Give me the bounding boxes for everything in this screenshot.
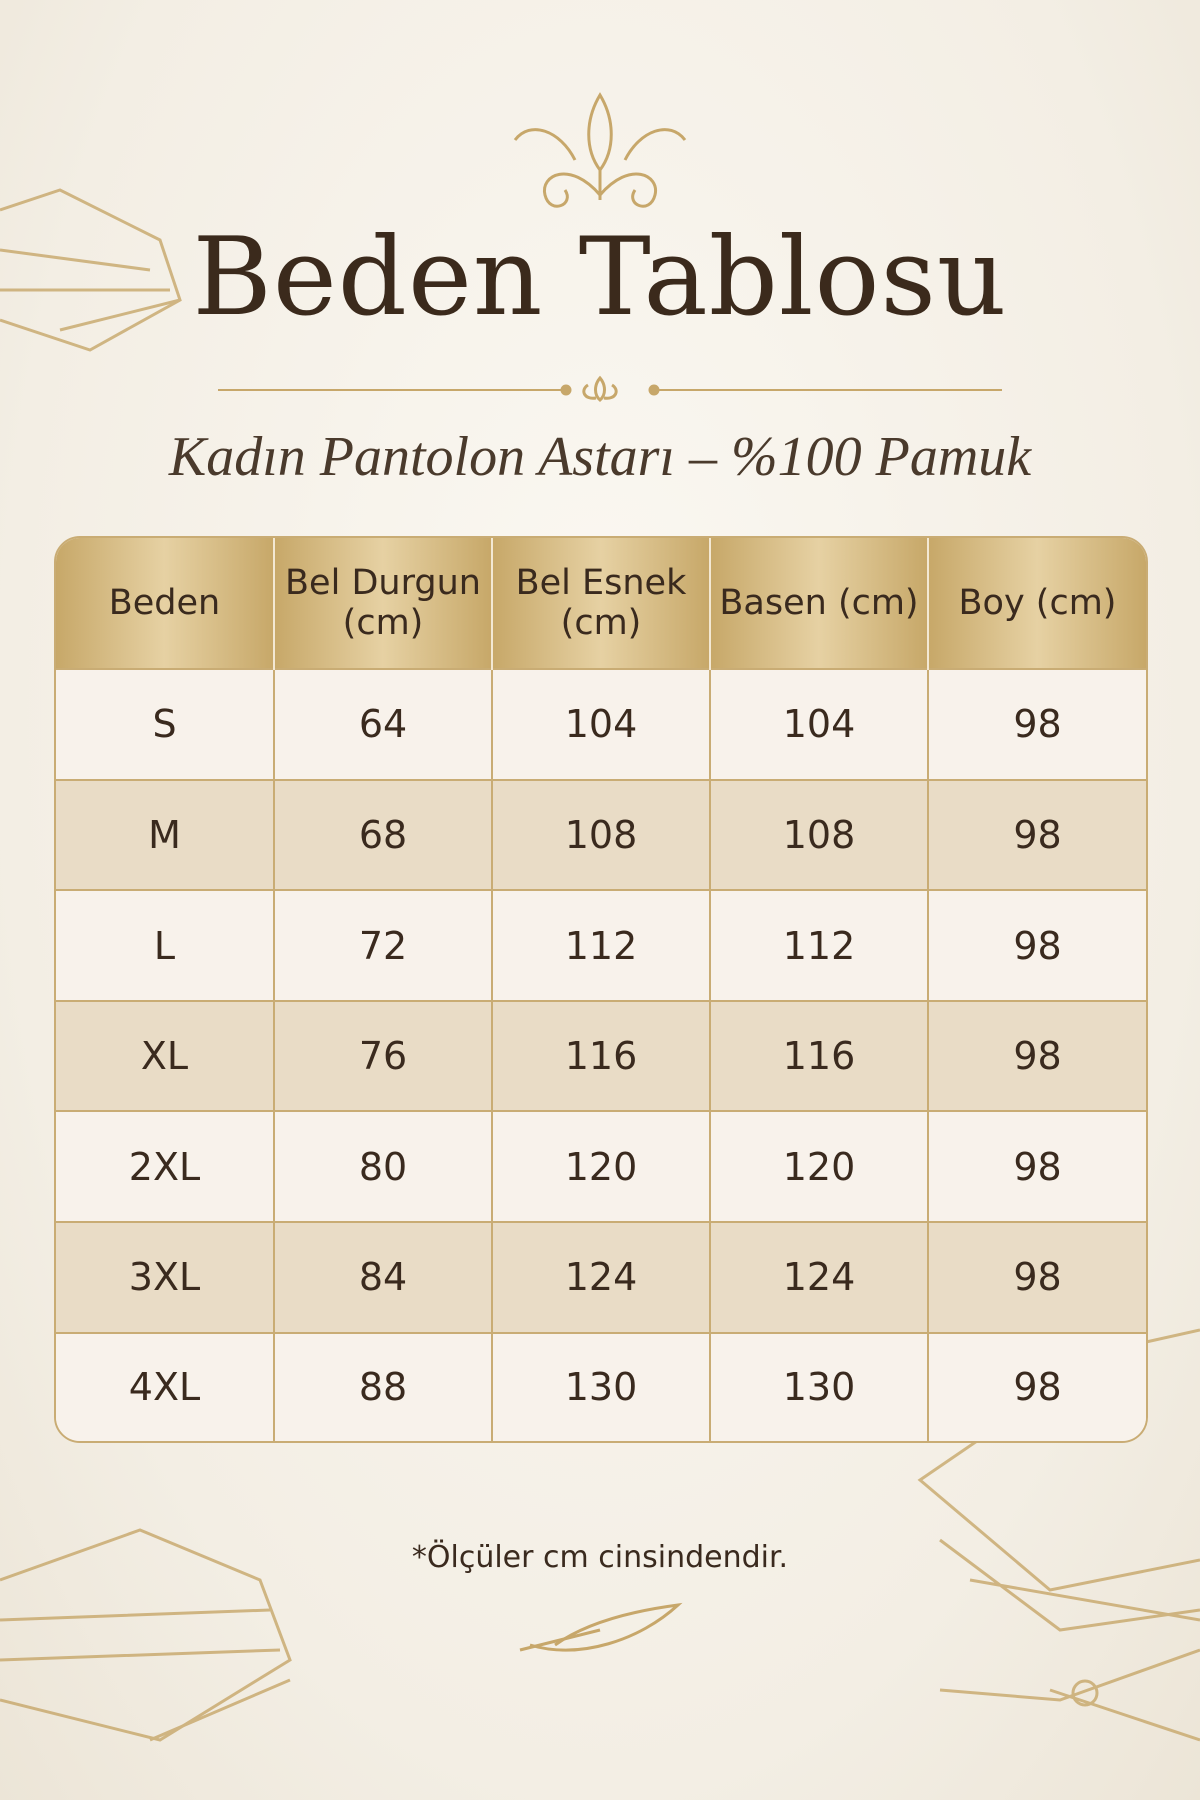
measure-cell: 130 (710, 1331, 929, 1441)
footnote: *Ölçüler cm cinsindendir. (411, 1540, 789, 1575)
measure-cell: 108 (492, 778, 711, 891)
size-cell: 3XL (56, 1221, 275, 1333)
table-row: 2XL 80 120 120 98 (56, 1110, 1146, 1223)
measure-cell: 98 (928, 778, 1146, 891)
column-header: Basen (cm) (710, 538, 929, 669)
size-cell: L (56, 889, 275, 1001)
size-cell: XL (56, 999, 275, 1112)
table-row: L 72 112 112 98 (56, 889, 1146, 1001)
measure-cell: 72 (274, 889, 493, 1001)
column-header: Beden (56, 538, 275, 669)
measure-cell: 116 (492, 999, 711, 1112)
column-header: Bel Esnek (cm) (492, 538, 711, 669)
table-row: XL 76 116 116 98 (56, 999, 1146, 1112)
measure-cell: 130 (492, 1331, 711, 1441)
size-cell: 4XL (56, 1331, 275, 1441)
measure-cell: 120 (492, 1110, 711, 1223)
header-row: Beden Bel Durgun (cm) Bel Esnek (cm) Basen … (56, 538, 1146, 669)
size-table-frame: Beden Bel Durgun (cm) Bel Esnek (cm) Basen … (54, 536, 1148, 1443)
size-table: Beden Bel Durgun (cm) Bel Esnek (cm) Basen … (56, 538, 1146, 1441)
divider (218, 375, 1002, 402)
size-cell: S (56, 668, 275, 780)
column-header: Bel Durgun (cm) (274, 538, 493, 669)
table-row: 4XL 88 130 130 98 (56, 1331, 1146, 1441)
measure-cell: 88 (274, 1331, 493, 1441)
measure-cell: 104 (492, 668, 711, 780)
top-ornament (513, 92, 687, 208)
measure-cell: 116 (710, 999, 929, 1112)
size-cell: M (56, 778, 275, 891)
measure-cell: 80 (274, 1110, 493, 1223)
measure-cell: 108 (710, 778, 929, 891)
title: Beden Tablosu (192, 215, 1008, 340)
measure-cell: 98 (928, 1221, 1146, 1333)
measure-cell: 112 (710, 889, 929, 1001)
measure-cell: 64 (274, 668, 493, 780)
feather (519, 1602, 683, 1652)
measure-cell: 98 (928, 668, 1146, 780)
towel-left-bottom (0, 1528, 292, 1742)
towel-left-top (0, 188, 182, 352)
measure-cell: 124 (492, 1221, 711, 1333)
measure-cell: 76 (274, 999, 493, 1112)
column-header: Boy (cm) (928, 538, 1146, 669)
measure-cell: 98 (928, 999, 1146, 1112)
size-cell: 2XL (56, 1110, 275, 1223)
measure-cell: 84 (274, 1221, 493, 1333)
measure-cell: 112 (492, 889, 711, 1001)
table-row: 3XL 84 124 124 98 (56, 1221, 1146, 1333)
measure-cell: 98 (928, 889, 1146, 1001)
subtitle: Kadın Pantolon Astarı – %100 Pamuk (168, 426, 1032, 488)
measure-cell: 104 (710, 668, 929, 780)
measure-cell: 98 (928, 1331, 1146, 1441)
table-row: M 68 108 108 98 (56, 778, 1146, 891)
measure-cell: 124 (710, 1221, 929, 1333)
measure-cell: 98 (928, 1110, 1146, 1223)
measure-cell: 120 (710, 1110, 929, 1223)
table-row: S 64 104 104 98 (56, 668, 1146, 780)
measure-cell: 68 (274, 778, 493, 891)
